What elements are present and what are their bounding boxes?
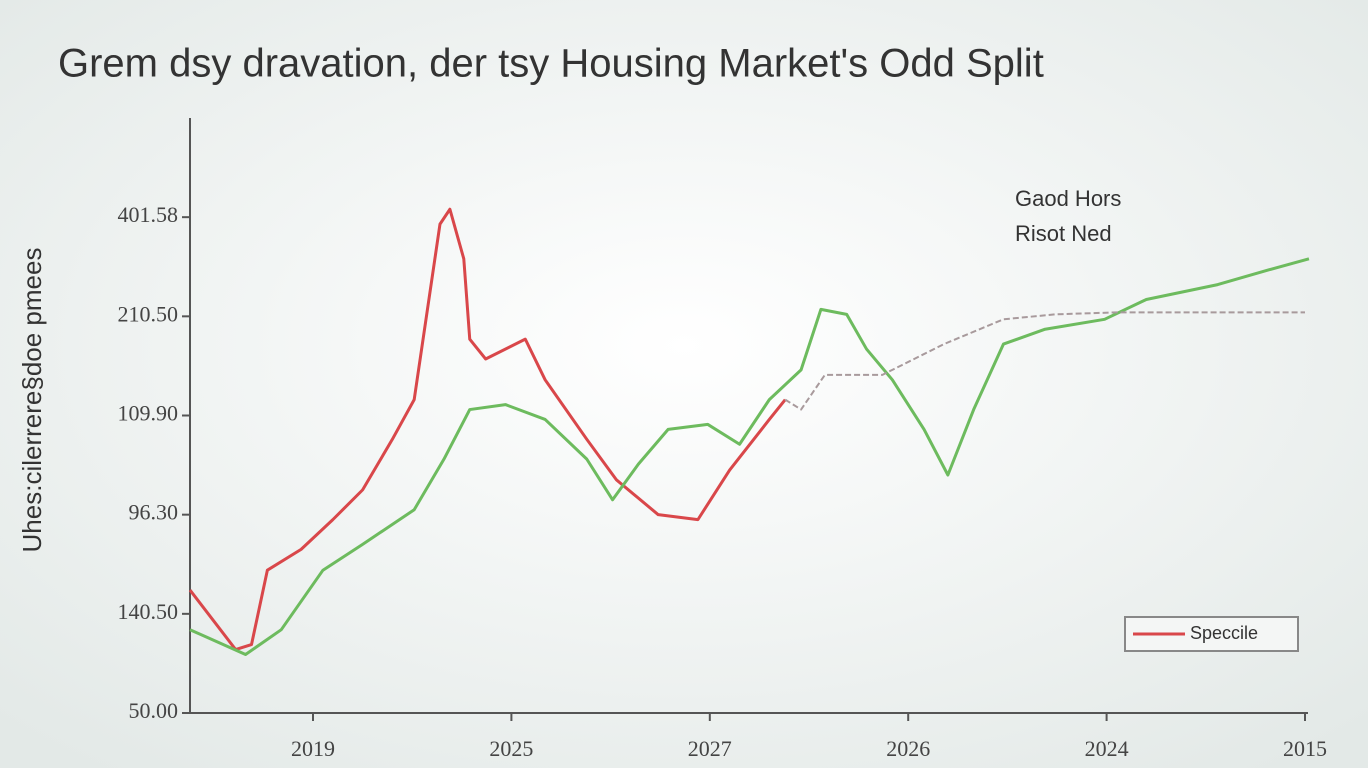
x-tick-label: 2015 <box>1283 736 1327 761</box>
x-tick-label: 2024 <box>1085 736 1129 761</box>
x-tick-label: 2026 <box>886 736 930 761</box>
chart-title: Grem dsy dravation, der tsy Housing Mark… <box>58 42 1044 86</box>
annotation: Gaod Hors <box>1015 186 1121 211</box>
y-axis-label: Uhes:cilerrere§doe pmees <box>17 248 47 553</box>
y-tick-label: 401.58 <box>118 202 179 227</box>
x-tick-label: 2019 <box>291 736 335 761</box>
series-line <box>784 311 1305 411</box>
annotation: Risot Ned <box>1015 221 1112 246</box>
legend-label: Speccile <box>1190 623 1258 643</box>
series-line <box>189 257 1310 656</box>
x-tick-label: 2025 <box>489 736 533 761</box>
y-tick-label: 140.50 <box>118 599 179 624</box>
series-line <box>188 207 787 652</box>
y-tick-label: 50.00 <box>129 698 179 723</box>
x-tick-label: 2027 <box>688 736 732 761</box>
y-tick-label: 210.50 <box>118 301 179 326</box>
legend-box <box>1124 616 1299 652</box>
y-tick-label: 109.90 <box>118 401 179 426</box>
y-tick-label: 96.30 <box>129 500 179 525</box>
